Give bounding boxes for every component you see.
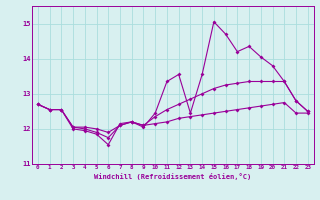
X-axis label: Windchill (Refroidissement éolien,°C): Windchill (Refroidissement éolien,°C) [94,173,252,180]
